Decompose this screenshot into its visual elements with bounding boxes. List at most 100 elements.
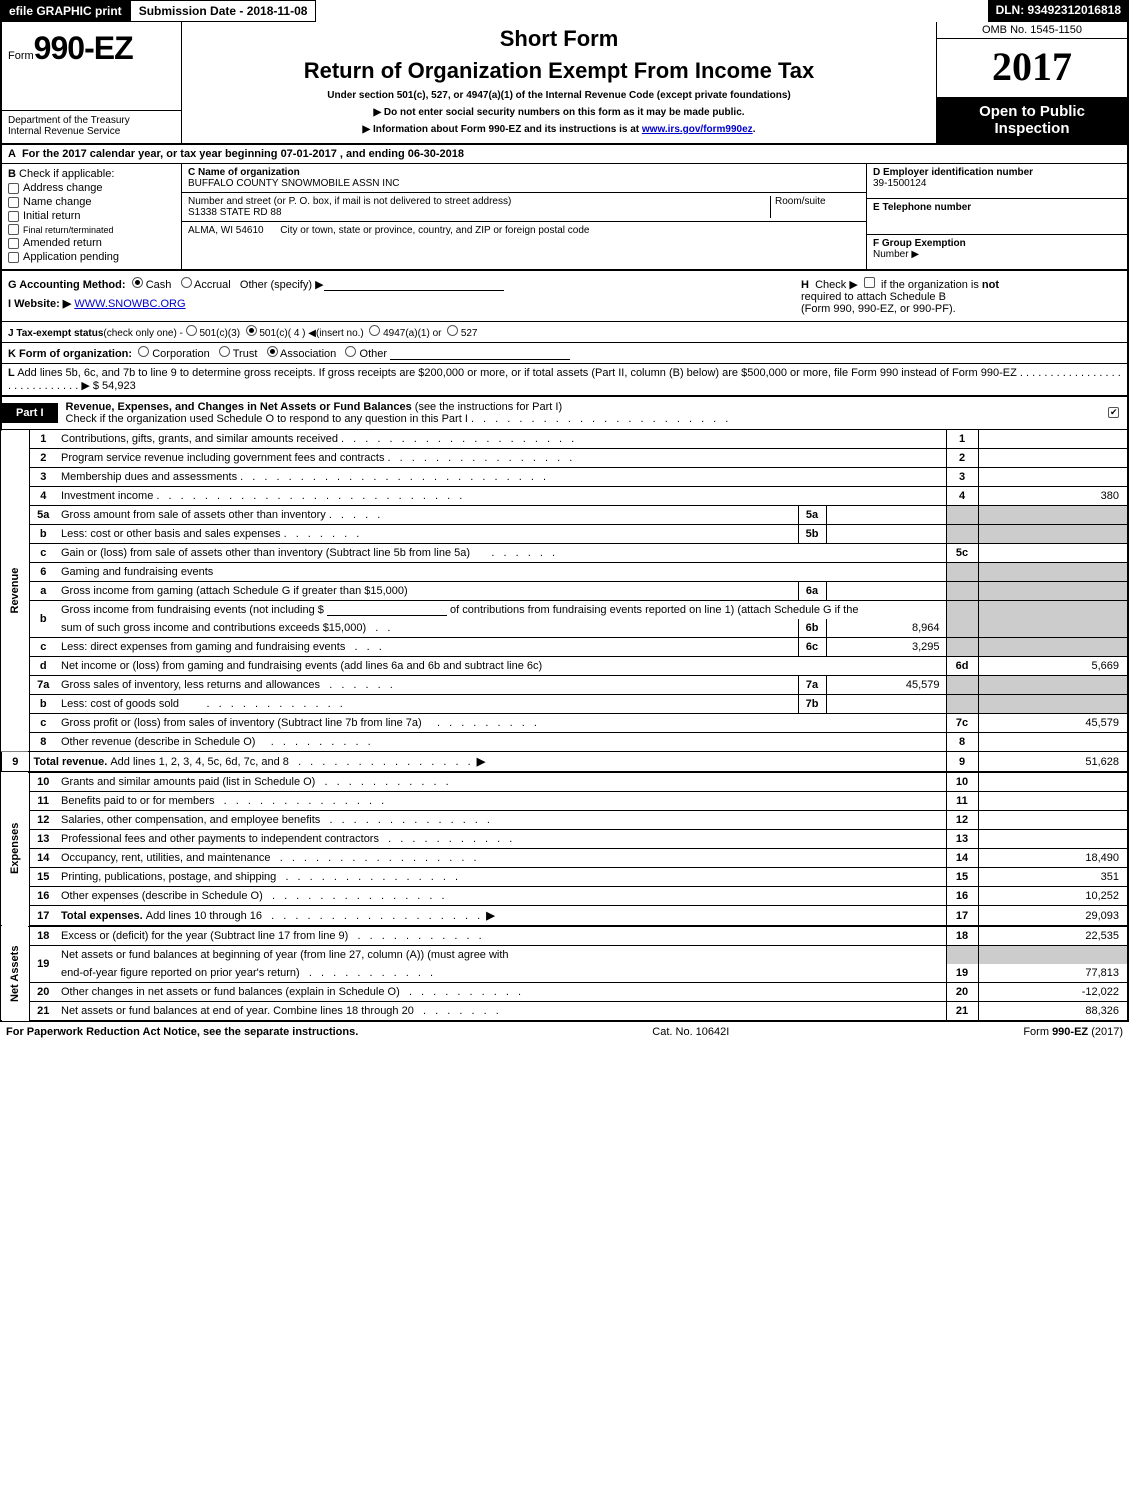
open-to-public: Open to Public Inspection: [937, 97, 1127, 143]
radio-corp[interactable]: [138, 346, 149, 357]
l18-rn: 18: [946, 926, 978, 946]
l5a-shade2: [978, 506, 1128, 525]
dept-treasury: Department of the Treasury: [8, 115, 175, 126]
part1-header: Part I Revenue, Expenses, and Changes in…: [0, 397, 1129, 430]
l17-n: 17: [29, 906, 57, 927]
l5b-samt: [826, 525, 946, 544]
page-footer: For Paperwork Reduction Act Notice, see …: [0, 1022, 1129, 1046]
l-text: Add lines 5b, 6c, and 7b to line 9 to de…: [17, 367, 1017, 379]
l9-amt: 51,628: [978, 752, 1128, 773]
d-label: D Employer identification number: [873, 167, 1121, 178]
row-ghi: G Accounting Method: Cash Accrual Other …: [0, 271, 1129, 322]
l21-amt: 88,326: [978, 1002, 1128, 1022]
top-bar: efile GRAPHIC print Submission Date - 20…: [0, 0, 1129, 22]
l-lead: L: [8, 367, 15, 379]
l20-t: Other changes in net assets or fund bala…: [57, 983, 946, 1002]
row-j: J Tax-exempt status(check only one) - 50…: [2, 322, 1127, 343]
chk-amended-return[interactable]: [8, 238, 19, 249]
radio-other[interactable]: [345, 346, 356, 357]
other-org-line[interactable]: [390, 348, 570, 360]
row-h: H Check ▶ if the organization is not req…: [801, 277, 1121, 315]
chk-app-pending[interactable]: [8, 252, 19, 263]
l1-rn: 1: [946, 430, 978, 449]
chk-part1-scho[interactable]: [1108, 407, 1119, 418]
irs-link[interactable]: www.irs.gov/form990ez: [642, 124, 753, 135]
l2-rn: 2: [946, 449, 978, 468]
lbl-name-change: Name change: [23, 196, 92, 208]
l1-t: Contributions, gifts, grants, and simila…: [57, 430, 946, 449]
l12-amt: [978, 811, 1128, 830]
l18-t: Excess or (deficit) for the year (Subtra…: [57, 926, 946, 946]
l7a-shade: [946, 676, 978, 695]
l11-t: Benefits paid to or for members . . . . …: [57, 792, 946, 811]
l16-n: 16: [29, 887, 57, 906]
l5c-amt: [978, 544, 1128, 563]
l9-rn: 9: [946, 752, 978, 773]
lbl-app-pending: Application pending: [23, 251, 119, 263]
l8-amt: [978, 733, 1128, 752]
lbl-corp: Corporation: [152, 348, 209, 360]
l12-rn: 12: [946, 811, 978, 830]
row-i: I Website: ▶ WWW.SNOWBC.ORG: [8, 297, 801, 310]
l6a-sn: 6a: [798, 582, 826, 601]
l6b-blank[interactable]: [327, 604, 447, 616]
l15-amt: 351: [978, 868, 1128, 887]
l6-shade2: [978, 563, 1128, 582]
l14-rn: 14: [946, 849, 978, 868]
l16-amt: 10,252: [978, 887, 1128, 906]
website-link[interactable]: WWW.SNOWBC.ORG: [74, 298, 185, 310]
lbl-527: 527: [461, 328, 478, 339]
radio-trust[interactable]: [219, 346, 230, 357]
l6c-shade2: [978, 638, 1128, 657]
l7b-shade: [946, 695, 978, 714]
row-a-mid: , and ending: [337, 148, 408, 160]
form-header: Form990-EZ Department of the Treasury In…: [0, 22, 1129, 145]
lbl-cash: Cash: [146, 279, 172, 291]
chk-name-change[interactable]: [8, 197, 19, 208]
l5b-sn: 5b: [798, 525, 826, 544]
l16-rn: 16: [946, 887, 978, 906]
radio-527[interactable]: [447, 325, 458, 336]
l7a-sn: 7a: [798, 676, 826, 695]
radio-accrual[interactable]: [181, 277, 192, 288]
row-a-text: For the 2017 calendar year, or tax year …: [22, 148, 464, 160]
chk-initial-return[interactable]: [8, 211, 19, 222]
radio-cash[interactable]: [132, 277, 143, 288]
l6d-t: Net income or (loss) from gaming and fun…: [57, 657, 946, 676]
radio-501c[interactable]: [246, 325, 257, 336]
lbl-accrual: Accrual: [194, 279, 231, 291]
l14-n: 14: [29, 849, 57, 868]
l19-shade2: [978, 946, 1128, 965]
l3-n: 3: [29, 468, 57, 487]
l5b-shade2: [978, 525, 1128, 544]
l18-amt: 22,535: [978, 926, 1128, 946]
side-expenses: Expenses: [1, 772, 29, 926]
l7c-t: Gross profit or (loss) from sales of inv…: [57, 714, 946, 733]
l21-t: Net assets or fund balances at end of ye…: [57, 1002, 946, 1022]
lbl-final-return: Final return/terminated: [23, 225, 114, 235]
efile-print-button[interactable]: efile GRAPHIC print: [0, 0, 131, 22]
dept-block: Department of the Treasury Internal Reve…: [2, 110, 181, 143]
l11-rn: 11: [946, 792, 978, 811]
other-specify-line[interactable]: [324, 279, 504, 291]
radio-4947[interactable]: [369, 325, 380, 336]
row-k: K Form of organization: Corporation Trus…: [2, 343, 1127, 364]
lbl-other-spec: Other (specify) ▶: [240, 279, 324, 291]
chk-final-return[interactable]: [8, 224, 19, 235]
l13-n: 13: [29, 830, 57, 849]
part1-table: Revenue 1 Contributions, gifts, grants, …: [0, 430, 1129, 1022]
l6b-shade: [946, 601, 978, 620]
radio-assoc[interactable]: [267, 346, 278, 357]
l7b-n: b: [29, 695, 57, 714]
l12-t: Salaries, other compensation, and employ…: [57, 811, 946, 830]
row-a-lead: A: [8, 148, 16, 160]
chk-h[interactable]: [864, 277, 875, 288]
l6d-n: d: [29, 657, 57, 676]
l-amount: $ 54,923: [93, 380, 136, 392]
radio-501c3[interactable]: [186, 325, 197, 336]
omb-number: OMB No. 1545-1150: [937, 22, 1127, 39]
l8-n: 8: [29, 733, 57, 752]
arrow-info: ▶ Information about Form 990-EZ and its …: [192, 124, 926, 135]
i-label: I Website: ▶: [8, 298, 71, 310]
chk-address-change[interactable]: [8, 183, 19, 194]
